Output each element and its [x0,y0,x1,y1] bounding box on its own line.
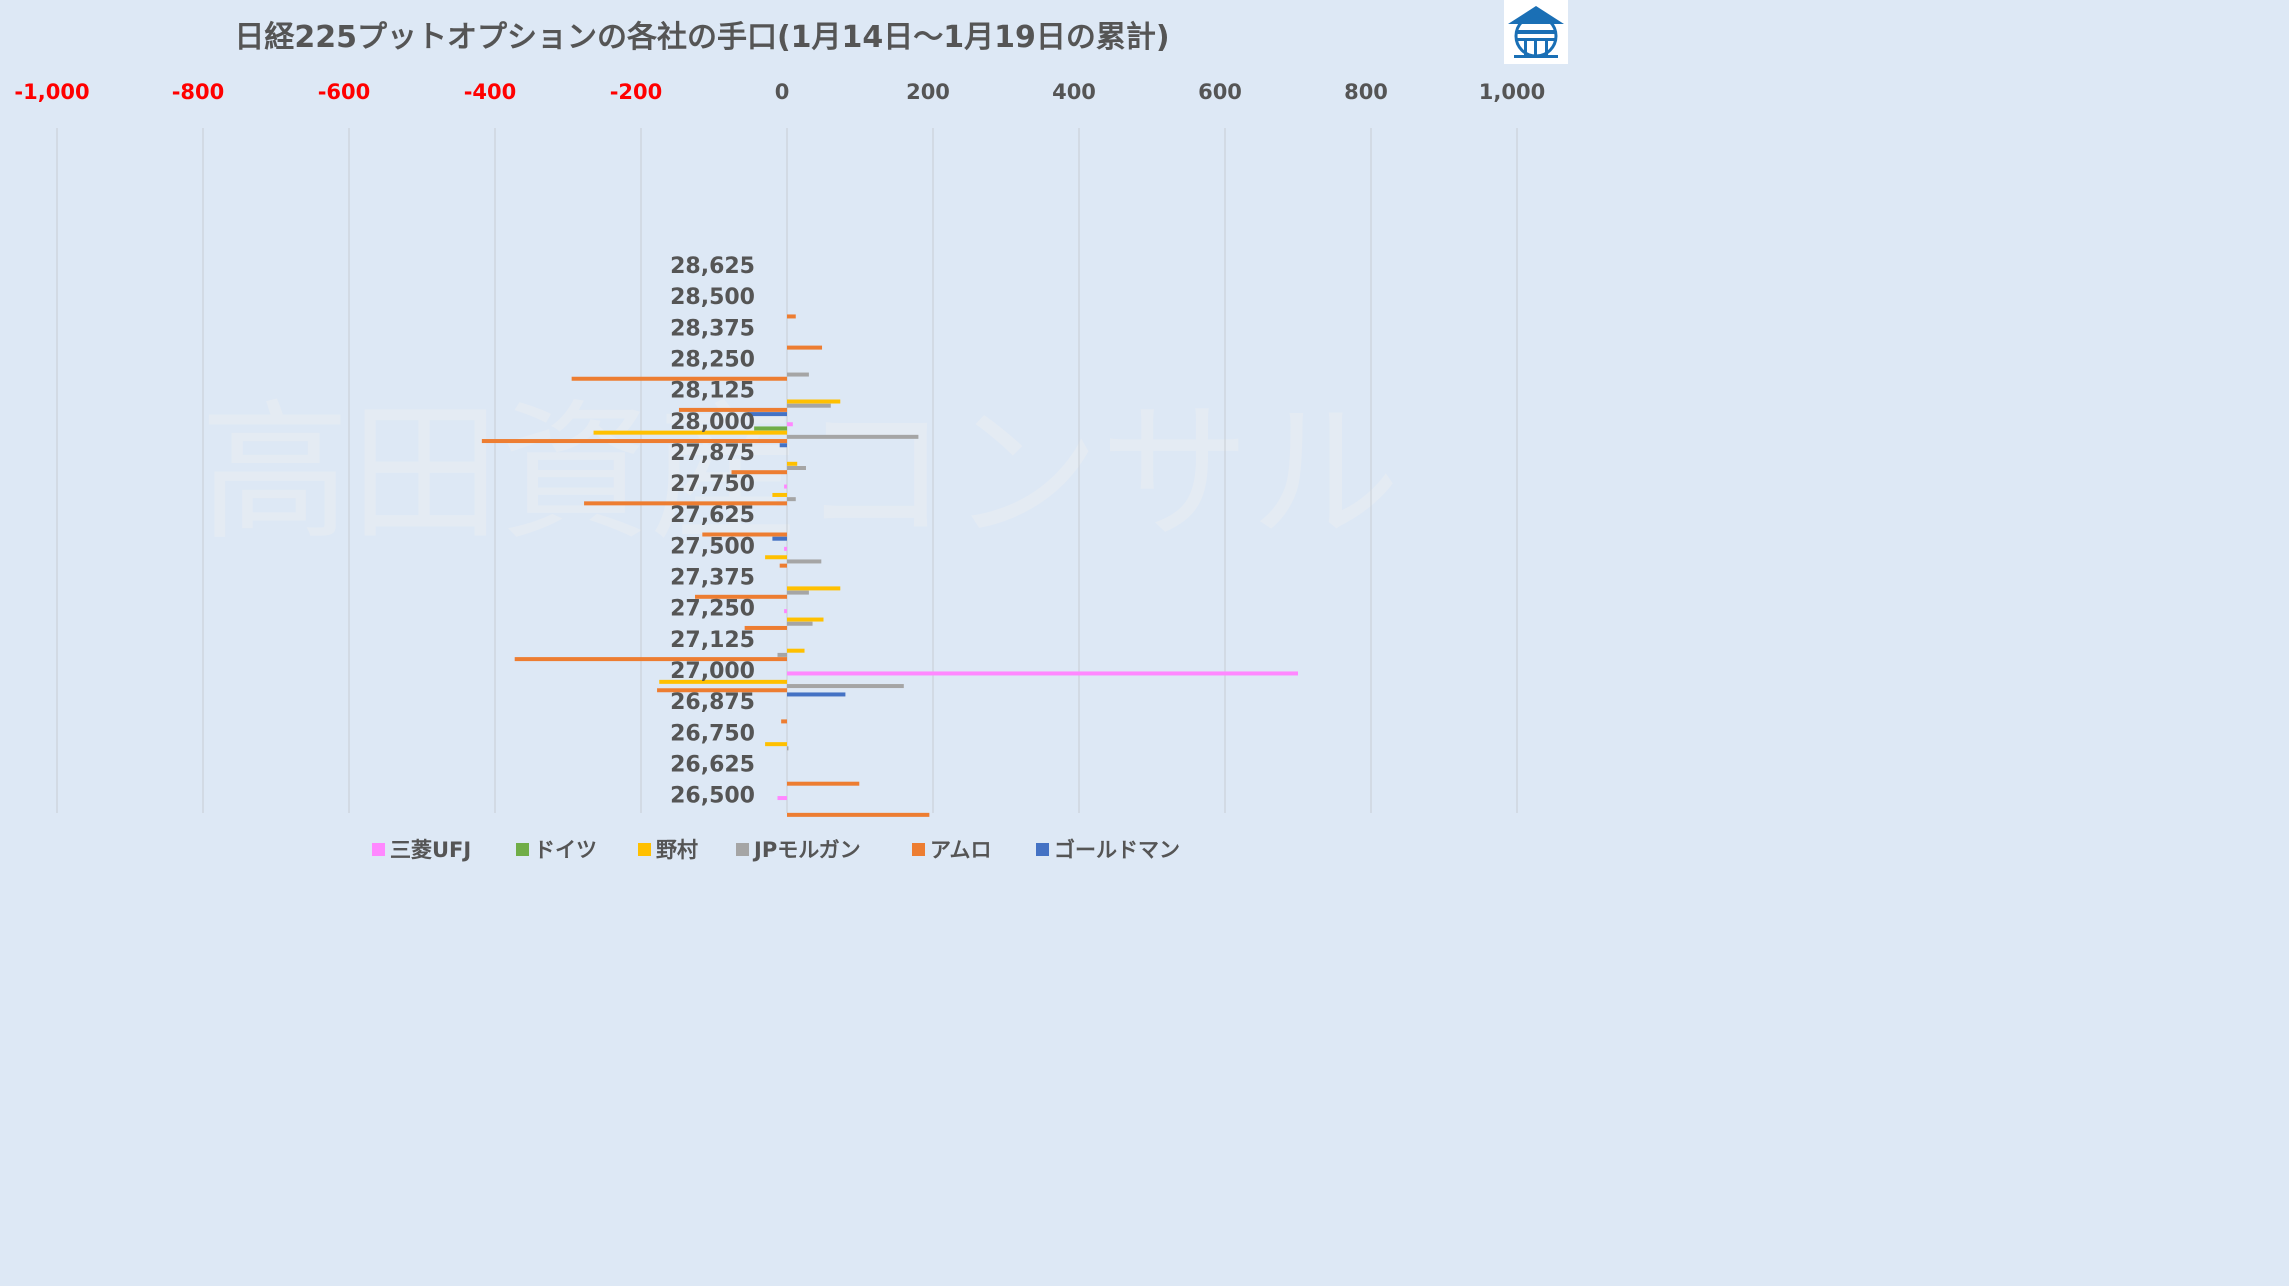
bar-3 [765,742,787,747]
bar-6 [772,536,787,541]
y-tick-label: 27,750 [670,472,755,497]
y-tick-label: 26,750 [670,721,755,746]
y-tick-label: 28,125 [670,379,755,404]
x-tick-label: -1,000 [14,80,89,104]
bar-4 [787,684,904,689]
y-tick-label: 26,500 [670,784,755,809]
bar-5 [584,501,787,506]
bar-5 [779,563,787,568]
watermark: 高田資産コンサル [200,387,1400,561]
bar-6 [787,692,846,697]
x-tick-label: -800 [172,80,225,104]
legend-label: JPモルガン [752,838,861,862]
legend-swatch [516,843,529,856]
bar-5 [731,470,787,475]
bar-3 [659,679,787,684]
bar-1 [777,796,787,801]
y-tick-label: 28,375 [670,316,755,341]
y-tick-label: 26,875 [670,690,755,715]
x-tick-label: 1,000 [1479,80,1545,104]
y-tick-label: 27,875 [670,441,755,466]
legend-label: ゴールドマン [1054,838,1180,862]
legend-swatch [912,843,925,856]
bar-3 [787,586,841,591]
legend-swatch [736,843,749,856]
bar-4 [787,372,809,377]
bar-4 [787,497,796,502]
y-tick-label: 26,625 [670,752,755,777]
bar-5 [481,439,787,444]
bar-1 [787,671,1298,676]
y-tick-label: 27,125 [670,628,755,653]
y-tick-label: 27,500 [670,534,755,559]
x-axis-ticks: -1,000 -800 -600 -400 -200 0 200 400 600 800 1,000 [14,80,1545,104]
chart-container: 高田資産コンサル 日経225プットオプションの各社の手口(1月14日～1月19日… [0,0,1568,881]
bar-3 [765,555,787,560]
y-tick-label: 27,000 [670,659,755,684]
y-tick-label: 28,250 [670,347,755,372]
bar-3 [787,617,824,622]
bar-5 [571,376,787,381]
bar-5 [702,532,787,537]
bar-3 [787,648,805,653]
bar-5 [514,657,787,662]
legend-swatch [638,843,651,856]
bar-2 [754,426,787,431]
legend-swatch [372,843,385,856]
legend-label: 三菱UFJ [390,838,471,862]
bar-6 [779,443,787,448]
y-tick-label: 28,500 [670,285,755,310]
x-tick-label: -600 [318,80,371,104]
bar-3 [772,492,787,497]
legend-label: アムロ [930,838,992,862]
legend-label: ドイツ [534,838,597,862]
chart-title: 日経225プットオプションの各社の手口(1月14日～1月19日の累計) [234,20,1169,55]
bar-5 [787,345,823,350]
bar-1 [787,422,793,427]
put-option-bar-chart: 高田資産コンサル 日経225プットオプションの各社の手口(1月14日～1月19日… [0,0,1568,881]
bar-5 [781,719,787,724]
bar-1 [784,609,787,614]
bar-3 [787,461,798,466]
bar-5 [744,625,787,630]
x-tick-label: 0 [775,80,790,104]
bar-4 [787,590,809,595]
y-tick-label: 28,000 [670,410,755,435]
bar-4 [777,652,787,657]
bar-4 [787,621,813,626]
bar-5 [787,314,796,319]
y-tick-label: 27,625 [670,503,755,528]
bar-4 [787,559,822,564]
x-tick-label: -200 [610,80,663,104]
y-axis-ticks: 28,625 28,500 28,375 28,250 28,125 28,000 27,8… [670,254,755,809]
bar-1 [784,546,787,551]
x-tick-label: -400 [464,80,517,104]
legend-swatch [1036,843,1049,856]
x-tick-label: 600 [1198,80,1242,104]
y-tick-label: 27,375 [670,566,755,591]
bar-5 [657,688,787,693]
company-logo [1504,0,1568,64]
bar-1 [784,484,787,489]
bar-5 [695,594,787,599]
bar-5 [787,781,860,786]
x-tick-label: 200 [906,80,950,104]
bar-3 [787,399,841,404]
x-tick-label: 800 [1344,80,1388,104]
y-tick-label: 28,625 [670,254,755,279]
legend-label: 野村 [656,838,698,862]
bar-3 [593,430,787,435]
bar-4 [787,403,831,408]
bar-5 [678,407,787,412]
bar-4 [787,434,919,439]
bar-6 [747,412,787,417]
bar-4 [787,746,789,751]
y-tick-label: 27,250 [670,597,755,622]
legend: 三菱UFJ ドイツ 野村 JPモルガン アムロ ゴールドマン [372,838,1180,862]
bar-5 [787,812,930,817]
bar-4 [787,466,806,470]
x-tick-label: 400 [1052,80,1096,104]
bars [481,314,1298,817]
